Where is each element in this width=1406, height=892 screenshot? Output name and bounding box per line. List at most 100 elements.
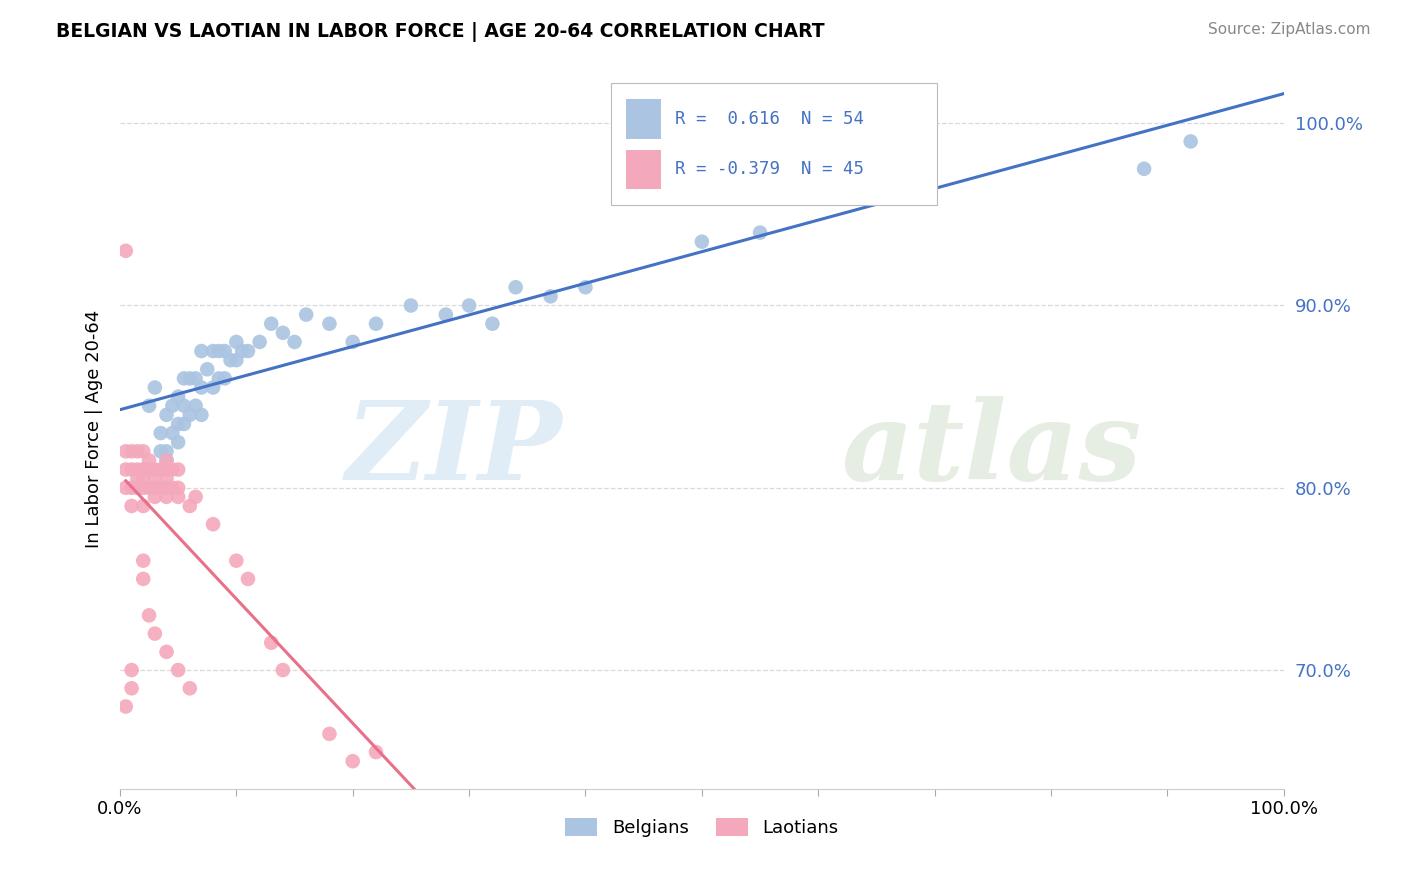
Point — [190, 380, 212, 394]
Point — [143, 481, 166, 495]
Point — [260, 317, 283, 331]
Text: ZIP: ZIP — [346, 396, 562, 504]
Point — [195, 362, 218, 376]
Point — [114, 699, 136, 714]
Point — [184, 490, 207, 504]
Point — [121, 499, 143, 513]
Point — [364, 745, 387, 759]
Point — [162, 426, 184, 441]
Point — [162, 462, 184, 476]
Point — [127, 481, 149, 495]
FancyBboxPatch shape — [626, 99, 661, 139]
Point — [138, 608, 160, 623]
Point — [127, 462, 149, 476]
Point — [1180, 135, 1202, 149]
Point — [132, 472, 155, 486]
Point — [225, 353, 247, 368]
Point — [225, 334, 247, 349]
Point — [121, 681, 143, 696]
Text: Source: ZipAtlas.com: Source: ZipAtlas.com — [1208, 22, 1371, 37]
Point — [271, 326, 294, 340]
Point — [132, 481, 155, 495]
Point — [574, 280, 596, 294]
Point — [283, 334, 305, 349]
Point — [214, 371, 236, 385]
Text: R = -0.379  N = 45: R = -0.379 N = 45 — [675, 161, 865, 178]
Point — [214, 344, 236, 359]
Point — [295, 308, 318, 322]
Point — [149, 426, 172, 441]
Point — [231, 344, 253, 359]
Point — [505, 280, 527, 294]
Point — [184, 371, 207, 385]
Point — [162, 481, 184, 495]
Point — [167, 390, 190, 404]
Point — [458, 298, 481, 312]
Point — [132, 499, 155, 513]
Point — [225, 554, 247, 568]
Point — [167, 490, 190, 504]
Point — [143, 490, 166, 504]
Point — [162, 399, 184, 413]
Point — [364, 317, 387, 331]
Text: atlas: atlas — [842, 396, 1142, 504]
Point — [138, 453, 160, 467]
Point — [114, 444, 136, 458]
Point — [155, 408, 177, 422]
Point — [236, 344, 259, 359]
Point — [149, 462, 172, 476]
Point — [127, 472, 149, 486]
Point — [143, 472, 166, 486]
Y-axis label: In Labor Force | Age 20-64: In Labor Force | Age 20-64 — [86, 310, 103, 548]
Point — [167, 417, 190, 431]
Point — [155, 490, 177, 504]
Point — [208, 371, 231, 385]
Point — [208, 344, 231, 359]
Point — [155, 453, 177, 467]
Point — [143, 462, 166, 476]
Point — [155, 645, 177, 659]
Point — [149, 481, 172, 495]
Point — [690, 235, 713, 249]
Point — [121, 663, 143, 677]
Point — [155, 444, 177, 458]
Point — [342, 334, 364, 349]
Point — [114, 244, 136, 258]
Point — [318, 317, 340, 331]
Point — [167, 462, 190, 476]
Point — [481, 317, 503, 331]
Point — [132, 554, 155, 568]
Point — [132, 462, 155, 476]
Point — [167, 481, 190, 495]
Point — [236, 572, 259, 586]
Point — [143, 380, 166, 394]
Point — [127, 444, 149, 458]
Legend: Belgians, Laotians: Belgians, Laotians — [558, 811, 846, 845]
Point — [260, 636, 283, 650]
Point — [143, 626, 166, 640]
Point — [434, 308, 457, 322]
Point — [342, 754, 364, 768]
FancyBboxPatch shape — [612, 83, 936, 205]
Point — [179, 499, 201, 513]
Point — [121, 481, 143, 495]
Point — [138, 481, 160, 495]
Point — [749, 226, 772, 240]
Point — [179, 681, 201, 696]
Point — [114, 462, 136, 476]
Point — [179, 408, 201, 422]
Point — [271, 663, 294, 677]
Point — [121, 444, 143, 458]
Point — [399, 298, 422, 312]
Point — [167, 435, 190, 450]
Point — [190, 408, 212, 422]
Point — [121, 462, 143, 476]
Text: BELGIAN VS LAOTIAN IN LABOR FORCE | AGE 20-64 CORRELATION CHART: BELGIAN VS LAOTIAN IN LABOR FORCE | AGE … — [56, 22, 825, 42]
Point — [249, 334, 271, 349]
Point — [184, 399, 207, 413]
Point — [179, 371, 201, 385]
Point — [173, 399, 195, 413]
Point — [202, 517, 225, 532]
Point — [132, 572, 155, 586]
Point — [155, 462, 177, 476]
